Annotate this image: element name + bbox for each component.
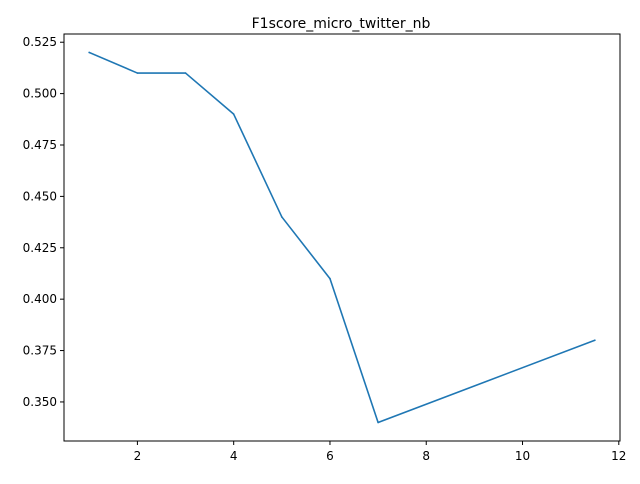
x-tick-label: 8 <box>422 449 430 463</box>
y-tick-label: 0.350 <box>23 395 57 409</box>
x-tick-label: 12 <box>611 449 626 463</box>
chart-title: F1score_micro_twitter_nb <box>252 16 431 32</box>
x-tick-label: 6 <box>326 449 334 463</box>
data-point <box>281 216 283 218</box>
x-tick-label: 2 <box>134 449 142 463</box>
series-layer <box>88 51 596 424</box>
data-point <box>593 339 596 342</box>
data-point <box>184 72 187 74</box>
data-point <box>377 421 379 424</box>
y-tick-label: 0.450 <box>23 189 57 203</box>
data-point <box>329 277 331 280</box>
x-tick-label: 10 <box>515 449 530 463</box>
y-tick-label: 0.500 <box>23 87 57 101</box>
data-point <box>88 51 91 54</box>
series-line-0 <box>88 51 596 424</box>
y-tick-label: 0.525 <box>23 35 57 49</box>
y-tick-label: 0.400 <box>23 292 57 306</box>
data-point <box>232 113 235 115</box>
data-point <box>136 72 139 74</box>
y-axis: 0.350 0.375 0.400 0.425 0.450 0.475 0.500 0.525 <box>23 35 64 409</box>
y-tick-label: 0.425 <box>23 241 57 255</box>
y-tick-label: 0.375 <box>23 344 57 358</box>
x-axis: 2 4 6 8 10 12 <box>134 441 626 463</box>
x-tick-label: 4 <box>230 449 238 463</box>
plot-frame <box>63 33 621 442</box>
y-tick-label: 0.475 <box>23 138 57 152</box>
